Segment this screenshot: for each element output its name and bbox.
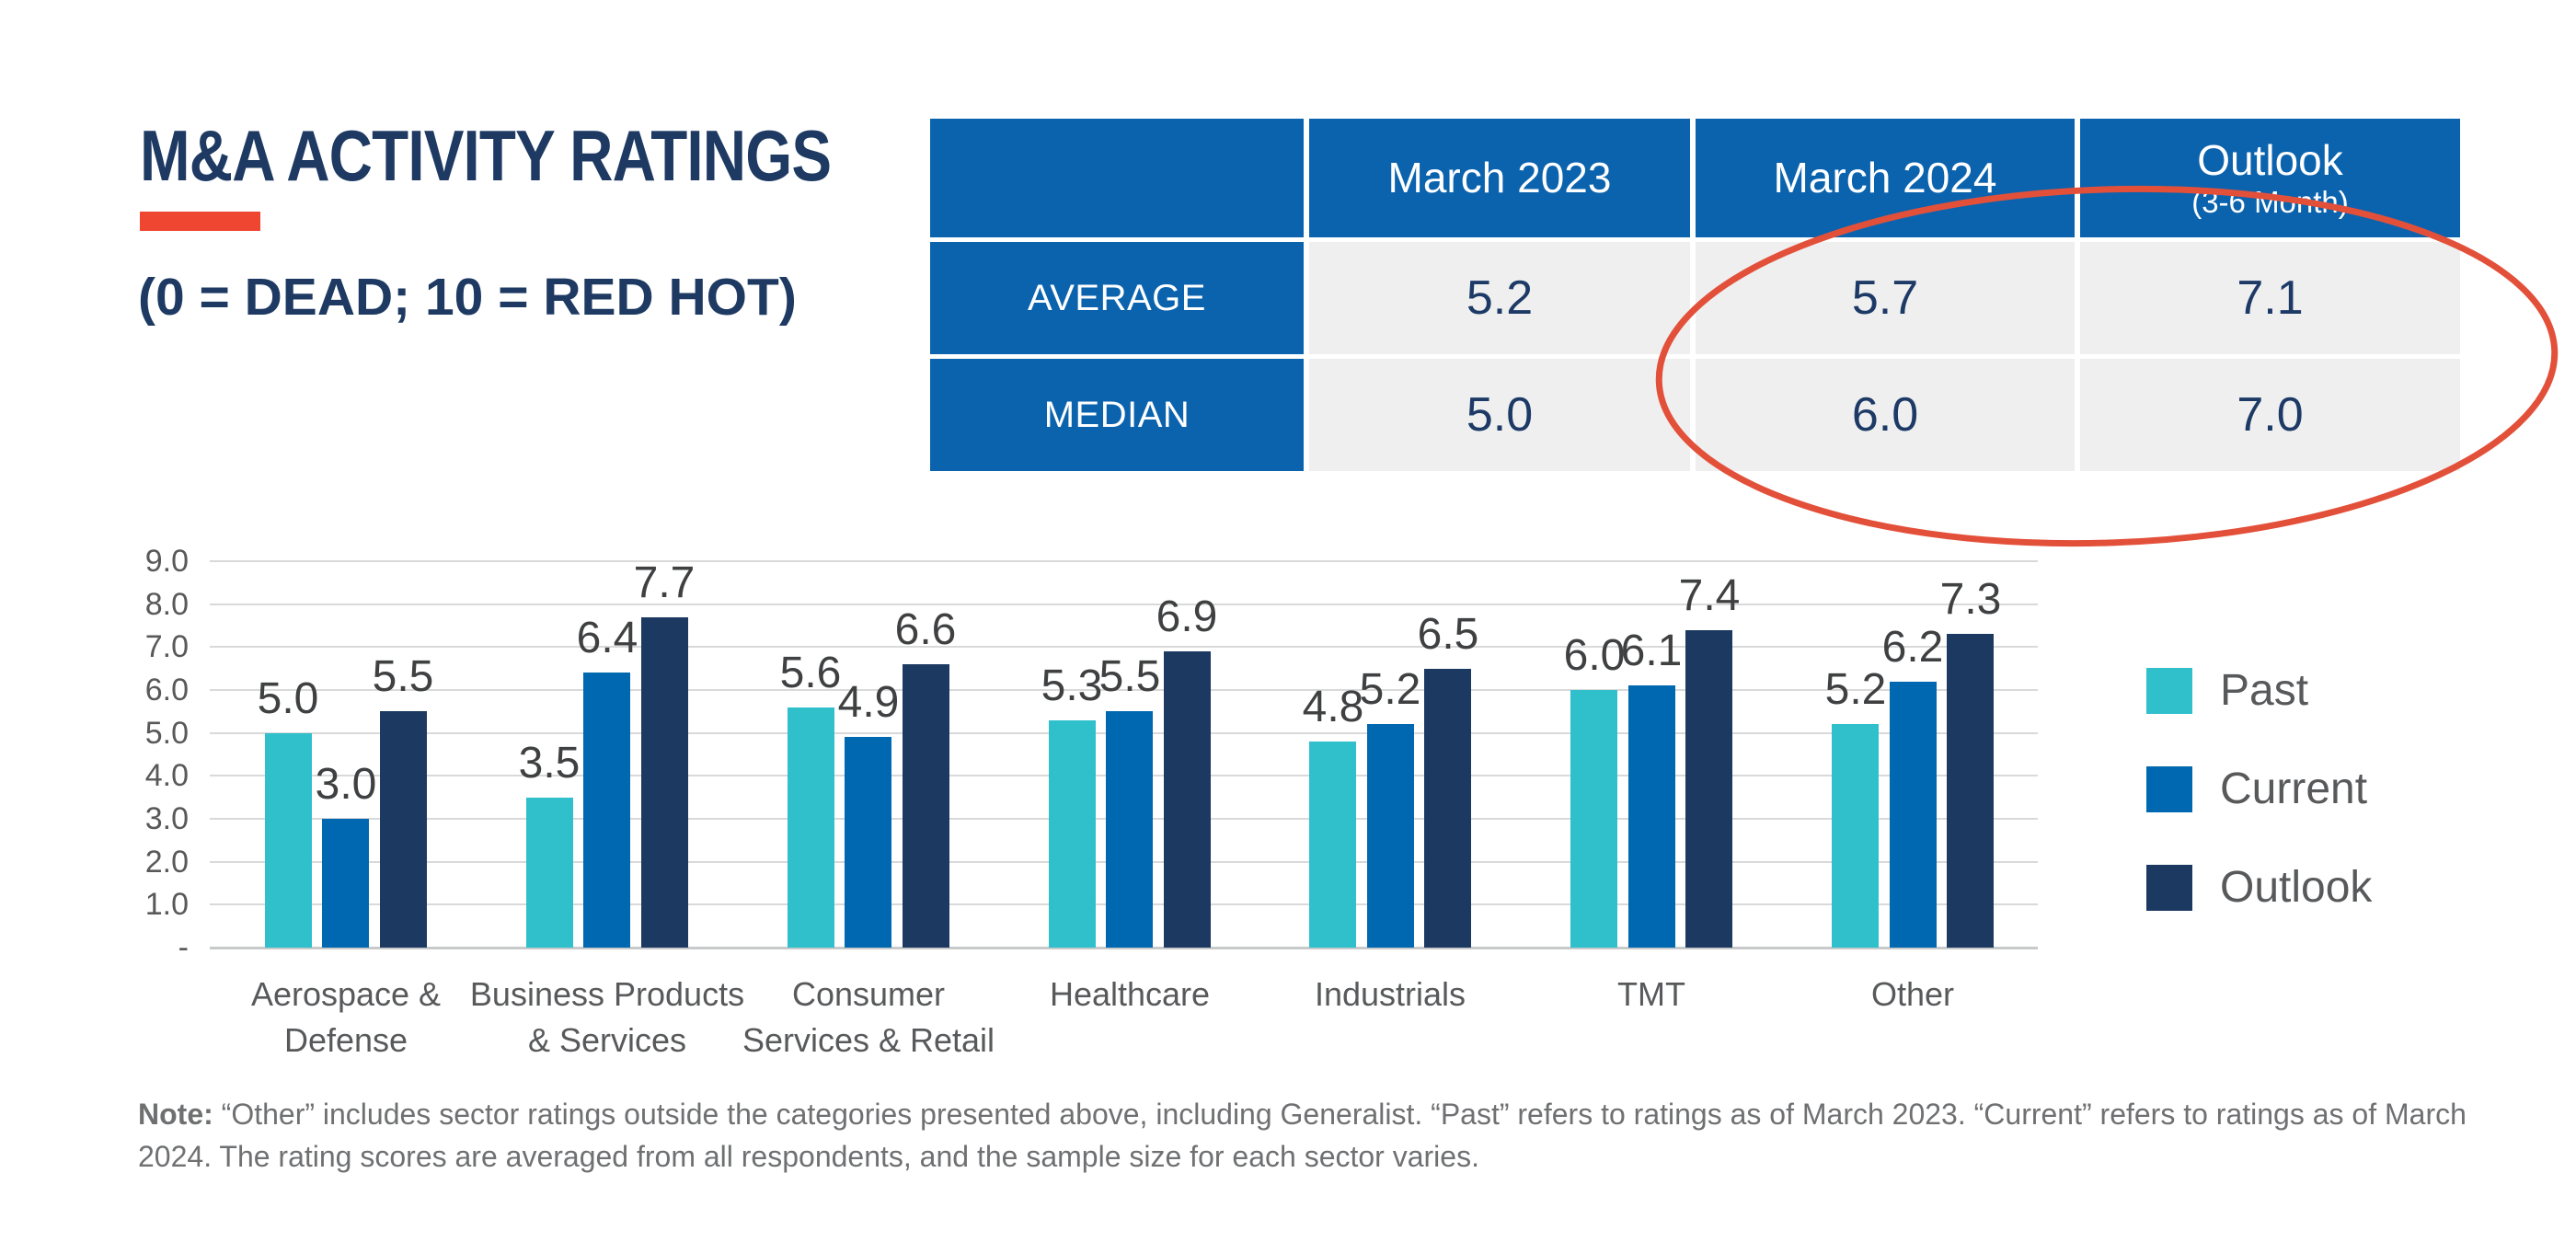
table-cell-average-outlook: 7.1 (2080, 242, 2460, 354)
bar-value-label: 5.0 (257, 674, 319, 723)
table-row-label-average: AVERAGE (930, 242, 1304, 354)
bar-outlook-3 (1164, 651, 1211, 948)
bar-value-label: 4.9 (837, 678, 900, 727)
x-axis-category-label: Defense (283, 1021, 408, 1059)
y-axis-tick-label: 3.0 (144, 801, 189, 836)
title-accent-bar (140, 212, 260, 231)
bar-value-label: 4.8 (1302, 683, 1364, 731)
bar-value-label: 6.2 (1881, 623, 1944, 672)
bar-outlook-1 (641, 617, 688, 948)
bar-outlook-0 (380, 711, 427, 948)
legend-item-outlook: Outlook (2146, 865, 2372, 911)
table-row-label-median: MEDIAN (930, 359, 1304, 471)
bar-value-label: 7.3 (1939, 575, 2002, 624)
bar-current-3 (1106, 711, 1153, 948)
gridline (210, 689, 2038, 691)
chart-legend: Past Current Outlook (2146, 668, 2372, 963)
table-cell-average-march-2024: 5.7 (1696, 242, 2075, 354)
table-header-march-2023: March 2023 (1309, 119, 1690, 237)
bar-past-1 (526, 798, 573, 948)
y-axis-tick-label: 9.0 (144, 544, 189, 579)
x-axis-category-label: Other (1870, 975, 1955, 1013)
bar-outlook-2 (903, 664, 949, 948)
legend-item-past: Past (2146, 668, 2372, 714)
y-axis-tick-label: 1.0 (144, 887, 189, 923)
y-axis-tick-label: 6.0 (144, 673, 189, 707)
bar-past-5 (1570, 690, 1617, 948)
x-axis-category-label: & Services (527, 1021, 687, 1059)
legend-label-outlook: Outlook (2220, 863, 2373, 912)
bar-value-label: 5.5 (1098, 652, 1161, 701)
table-corner-cell (930, 119, 1304, 237)
bar-past-2 (788, 707, 834, 948)
table-header-march-2024: March 2024 (1696, 119, 2075, 237)
bar-current-4 (1367, 724, 1414, 948)
bar-past-4 (1309, 742, 1356, 948)
legend-swatch-current (2146, 766, 2192, 812)
gridline (210, 603, 2038, 605)
x-axis-category-label: Industrials (1314, 975, 1466, 1013)
bar-current-0 (322, 819, 369, 948)
bar-past-3 (1049, 720, 1096, 948)
footnote-label: Note: (138, 1098, 213, 1131)
bar-outlook-6 (1947, 634, 1994, 948)
footnote-text: “Other” includes sector ratings outside … (138, 1098, 2467, 1173)
bar-value-label: 6.6 (894, 605, 957, 654)
y-axis-tick-label: 7.0 (144, 629, 189, 665)
x-axis-category-label: Aerospace & (250, 975, 442, 1013)
bar-current-5 (1628, 685, 1675, 948)
bar-current-1 (583, 673, 630, 948)
table-header-outlook-title: Outlook (2197, 135, 2343, 184)
bar-outlook-4 (1424, 669, 1471, 948)
bar-current-2 (845, 737, 891, 948)
bar-value-label: 5.5 (372, 652, 434, 701)
legend-item-current: Current (2146, 766, 2372, 812)
bar-value-label: 5.3 (1041, 661, 1103, 710)
bar-outlook-5 (1685, 630, 1732, 948)
y-axis-tick-label: 5.0 (144, 715, 189, 751)
table-cell-median-march-2023: 5.0 (1309, 359, 1690, 471)
legend-swatch-past (2146, 668, 2192, 714)
table-cell-median-march-2024: 6.0 (1696, 359, 2075, 471)
summary-table: March 2023 March 2024 Outlook (3-6 Month… (930, 119, 2460, 471)
page-title: M&A ACTIVITY RATINGS (140, 115, 832, 196)
bar-value-label: 6.5 (1417, 610, 1479, 659)
x-axis-line (210, 947, 2038, 949)
legend-swatch-outlook (2146, 865, 2192, 911)
bar-value-label: 7.4 (1678, 571, 1741, 620)
x-axis-category-label: TMT (1617, 975, 1685, 1013)
y-axis-tick-label: 8.0 (144, 586, 189, 622)
bar-value-label: 6.1 (1620, 627, 1683, 675)
gridline (210, 646, 2038, 649)
y-axis-tick-label: 4.0 (144, 758, 189, 794)
bar-value-label: 3.0 (315, 760, 377, 809)
bar-value-label: 6.4 (576, 614, 638, 662)
y-axis-tick-label: - (178, 930, 189, 965)
highlight-ellipse (1655, 185, 2559, 547)
bar-value-label: 5.2 (1359, 665, 1421, 714)
bar-value-label: 6.0 (1563, 631, 1626, 680)
x-axis-category-label: Consumer (791, 975, 946, 1013)
bar-value-label: 5.2 (1824, 665, 1887, 714)
bar-value-label: 3.5 (518, 739, 581, 788)
x-axis-category-label: Services & Retail (742, 1021, 995, 1059)
rating-scale-subtitle: (0 = DEAD; 10 = RED HOT) (138, 268, 797, 327)
x-axis-category-label: Business Products (469, 975, 745, 1013)
bar-current-6 (1890, 682, 1937, 948)
y-axis-tick-label: 2.0 (144, 844, 189, 880)
bar-value-label: 6.9 (1156, 592, 1218, 641)
legend-label-past: Past (2220, 666, 2309, 715)
bar-value-label: 7.7 (633, 558, 696, 607)
bar-past-0 (265, 733, 312, 948)
table-cell-average-march-2023: 5.2 (1309, 242, 1690, 354)
table-cell-median-outlook: 7.0 (2080, 359, 2460, 471)
footnote: Note: “Other” includes sector ratings ou… (138, 1093, 2493, 1178)
bar-past-6 (1832, 724, 1879, 948)
x-axis-category-label: Healthcare (1049, 975, 1211, 1013)
bar-value-label: 5.6 (779, 649, 842, 697)
legend-label-current: Current (2220, 765, 2368, 813)
gridline (210, 560, 2038, 562)
